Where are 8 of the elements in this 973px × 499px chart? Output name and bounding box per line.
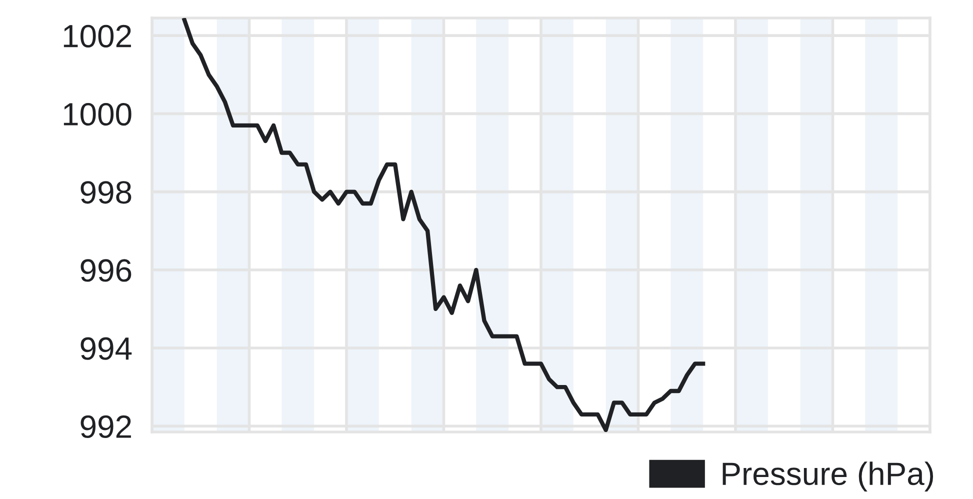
legend-label: Pressure (hPa) bbox=[722, 462, 934, 492]
y-tick-label: 998 bbox=[80, 181, 132, 204]
y-tick-label: 994 bbox=[80, 337, 132, 360]
line-series bbox=[182, 18, 706, 432]
y-tick-label: 1000 bbox=[64, 102, 132, 126]
y-tick-label: 1002 bbox=[64, 24, 131, 48]
y-tick-label: 992 bbox=[80, 415, 131, 438]
y-tick-label: 996 bbox=[80, 259, 132, 282]
